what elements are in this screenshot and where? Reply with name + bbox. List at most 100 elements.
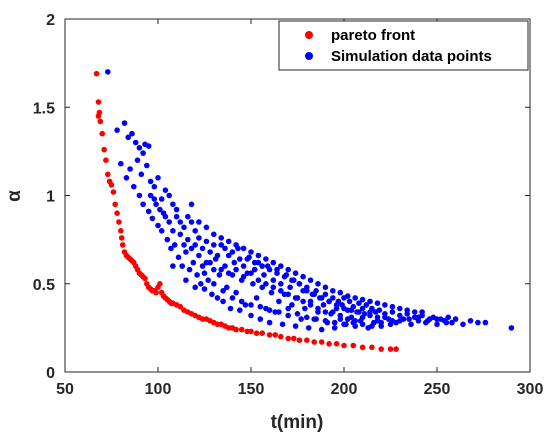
pareto-point (157, 281, 163, 287)
pareto-point (387, 346, 394, 352)
x-tick-label: 250 (424, 381, 451, 398)
x-tick-label: 100 (145, 381, 172, 398)
legend-marker-pareto-front (305, 31, 313, 39)
simulation-point (304, 314, 310, 321)
simulation-point (164, 236, 171, 243)
simulation-point (171, 242, 178, 248)
simulation-point (302, 305, 308, 312)
simulation-point (261, 272, 267, 278)
x-tick-label: 200 (331, 381, 358, 398)
simulation-point (129, 130, 135, 137)
y-tick-label: 0 (46, 365, 55, 382)
simulation-point (460, 321, 466, 328)
simulation-point (151, 183, 158, 190)
simulation-point (211, 242, 217, 248)
simulation-point (348, 307, 355, 314)
simulation-point (363, 302, 370, 308)
simulation-point (168, 245, 174, 252)
simulation-point (203, 238, 210, 245)
simulation-point (240, 245, 247, 252)
pareto-point (153, 289, 159, 296)
simulation-point (346, 298, 353, 305)
simulation-point (121, 120, 128, 126)
simulation-point (330, 288, 336, 294)
simulation-point (326, 298, 332, 305)
simulation-point (411, 309, 418, 315)
simulation-point (376, 307, 383, 314)
simulation-point (207, 259, 213, 266)
pareto-point (266, 332, 273, 338)
simulation-point (181, 224, 187, 231)
simulation-point (285, 291, 292, 298)
pareto-point (119, 242, 126, 248)
simulation-point (266, 266, 273, 273)
simulation-point (382, 314, 388, 321)
simulation-point (285, 266, 292, 273)
simulation-point (337, 289, 344, 296)
simulation-point (145, 143, 152, 149)
simulation-point (225, 270, 232, 277)
simulation-point (125, 134, 131, 141)
simulation-point (419, 309, 425, 315)
y-axis-label: α (4, 190, 25, 202)
simulation-point (203, 224, 210, 231)
simulation-point (452, 316, 459, 322)
simulation-point (315, 281, 321, 287)
simulation-point (341, 321, 347, 328)
simulation-point (207, 249, 213, 255)
pareto-point (393, 346, 399, 352)
simulation-point (248, 249, 254, 255)
simulation-point (196, 252, 202, 259)
simulation-point (214, 295, 221, 301)
pareto-point (253, 330, 260, 337)
simulation-point (287, 284, 293, 291)
simulation-point (216, 272, 223, 278)
simulation-point (238, 298, 245, 305)
simulation-point (294, 311, 301, 317)
x-axis-label: t(min) (271, 412, 324, 433)
simulation-point (153, 201, 159, 208)
simulation-point (222, 245, 228, 252)
simulation-point (214, 252, 221, 259)
simulation-point (443, 319, 450, 326)
simulation-point (198, 281, 204, 287)
simulation-point (225, 238, 232, 245)
simulation-point (240, 273, 247, 280)
pareto-point (116, 219, 122, 225)
simulation-point (157, 206, 163, 213)
simulation-point (140, 201, 146, 208)
simulation-point (144, 162, 150, 169)
pareto-point (326, 341, 332, 347)
simulation-point (424, 318, 431, 324)
simulation-point (136, 192, 143, 199)
simulation-point (311, 291, 318, 298)
y-tick-label: 1 (46, 189, 55, 206)
simulation-point (389, 303, 396, 310)
simulation-point (359, 321, 366, 328)
simulation-point (231, 259, 238, 266)
pareto-point (118, 228, 124, 234)
pareto-point (369, 344, 375, 351)
simulation-point (449, 319, 455, 326)
simulation-point (220, 298, 226, 305)
pareto-point (378, 346, 385, 352)
simulation-point (248, 270, 254, 277)
simulation-point (374, 300, 381, 307)
simulation-point (289, 302, 295, 308)
y-tick-label: 0.5 (33, 277, 55, 294)
pareto-point (118, 235, 125, 241)
simulation-point (248, 302, 254, 308)
simulation-point (220, 288, 226, 294)
simulation-point (475, 319, 481, 326)
simulation-point (225, 252, 232, 259)
simulation-point (279, 321, 286, 328)
simulation-point (356, 309, 362, 315)
pareto-point (177, 303, 184, 310)
simulation-point (131, 183, 137, 190)
x-tick-label: 50 (56, 381, 74, 398)
simulation-point (276, 309, 282, 315)
simulation-point (300, 273, 306, 280)
simulation-point (359, 305, 366, 312)
simulation-point (276, 298, 282, 305)
simulation-point (251, 259, 258, 266)
